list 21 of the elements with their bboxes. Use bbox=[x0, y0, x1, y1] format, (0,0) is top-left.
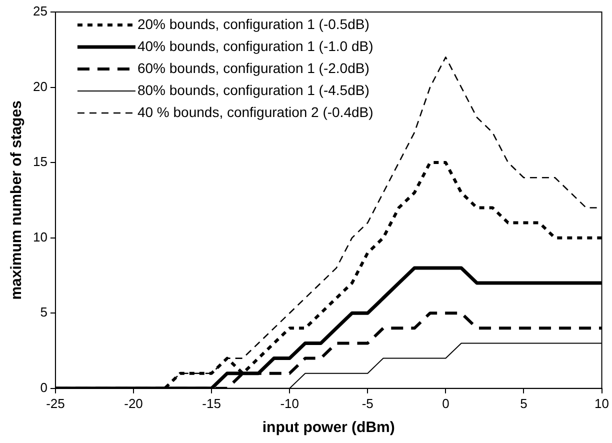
legend-label: 80% bounds, configuration 1 (-4.5dB) bbox=[137, 82, 370, 98]
x-tick-label: 0 bbox=[442, 396, 450, 411]
y-tick-label: 25 bbox=[32, 4, 48, 19]
x-tick-label: -25 bbox=[46, 396, 65, 411]
x-tick-label: -5 bbox=[362, 396, 374, 411]
y-tick-label: 10 bbox=[32, 229, 48, 244]
legend-label: 20% bounds, configuration 1 (-0.5dB) bbox=[137, 16, 370, 32]
x-tick-label: -10 bbox=[280, 396, 299, 411]
x-tick-label: 5 bbox=[520, 396, 528, 411]
y-tick-label: 15 bbox=[32, 154, 48, 170]
y-tick-label: 5 bbox=[40, 304, 48, 320]
legend-label: 40 % bounds, configuration 2 (-0.4dB) bbox=[137, 104, 374, 120]
legend-label: 60% bounds, configuration 1 (-2.0dB) bbox=[137, 60, 370, 76]
x-axis-title: input power (dBm) bbox=[262, 419, 395, 436]
legend-label: 40% bounds, configuration 1 (-1.0 dB) bbox=[137, 38, 374, 54]
y-tick-label: 0 bbox=[40, 380, 48, 395]
y-tick-label: 20 bbox=[32, 78, 48, 94]
y-axis-title: maximum number of stages bbox=[8, 100, 26, 300]
x-tick-label: -20 bbox=[124, 396, 143, 411]
x-tick-label: 10 bbox=[594, 396, 610, 411]
x-tick-label: -15 bbox=[202, 396, 221, 411]
